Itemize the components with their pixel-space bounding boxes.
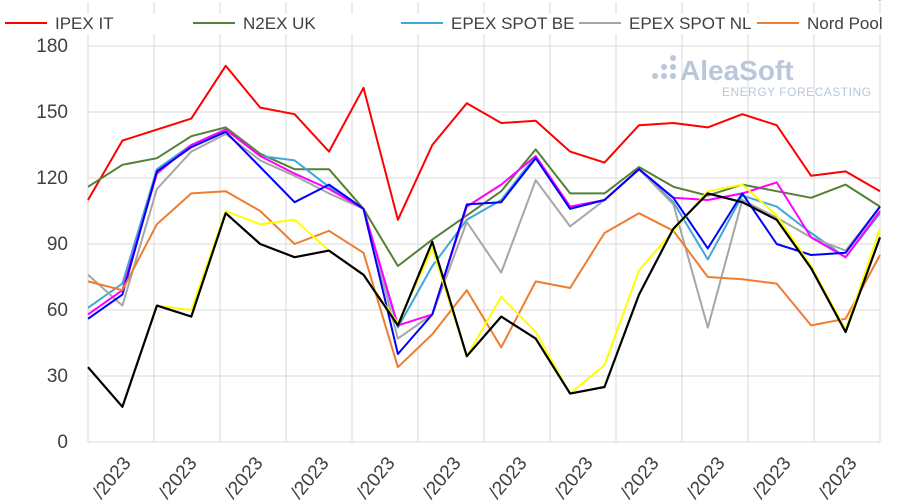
legend-label: Nord Pool (807, 14, 883, 33)
y-axis-ticks: 0 30 60 90 120 150 180 (36, 36, 68, 453)
series-line (87, 64, 881, 221)
x-tick-label: /2023 (221, 453, 268, 500)
legend-backdrop (3, 14, 181, 34)
legend-backdrop (191, 14, 369, 34)
x-tick-label: /2023 (353, 453, 400, 500)
legend-backdrop (755, 0, 900, 2)
x-tick-label: /2023 (551, 453, 598, 500)
series-line (87, 190, 881, 369)
legend: EPEX SPOT DE EPEX SPOT FR MIBEL PT MIBEL ES… (3, 0, 900, 34)
logo-tagline: ENERGY FORECASTING (722, 85, 871, 99)
x-tick-label: /2023 (155, 453, 202, 500)
legend-label: EPEX SPOT FR (243, 0, 366, 1)
legend-label: MIBEL ES (629, 0, 707, 1)
legend-label: MIBEL PT (451, 0, 528, 1)
legend-backdrop (399, 14, 577, 34)
series-lines (87, 64, 882, 408)
legend-backdrop (577, 14, 755, 34)
y-tick-label: 30 (47, 366, 68, 387)
y-tick-label: 180 (36, 36, 68, 57)
logo-wordmark: AleaSoft (680, 55, 794, 86)
y-tick-label: 60 (47, 300, 68, 321)
legend-backdrop (577, 0, 755, 2)
legend-backdrop (191, 0, 369, 2)
legend-label: IPEX IT (55, 14, 114, 33)
legend-label: EPEX SPOT NL (629, 14, 752, 33)
series-line (87, 128, 881, 327)
x-axis-ticks: /2023/2023/2023/2023/2023/2023/2023/2023… (89, 453, 862, 500)
x-tick-label: /2023 (749, 453, 796, 500)
legend-label: EPEX SPOT DE (55, 0, 179, 1)
x-tick-label: /2023 (287, 453, 334, 500)
x-tick-label: /2023 (89, 453, 136, 500)
series-line (87, 192, 882, 408)
x-tick-label: /2023 (815, 453, 862, 500)
series-line (87, 130, 881, 355)
legend-backdrop (755, 14, 900, 34)
legend-backdrop (3, 0, 181, 2)
x-tick-label: /2023 (617, 453, 664, 500)
y-tick-label: 90 (47, 234, 68, 255)
x-tick-label: /2023 (485, 453, 532, 500)
x-tick-label: /2023 (683, 453, 730, 500)
legend-backdrop (399, 0, 577, 2)
logo-dots-icon (652, 55, 676, 79)
y-tick-label: 0 (57, 432, 68, 453)
legend-label: N2EX UK (243, 14, 316, 33)
legend-label: EPEX SPOT BE (451, 14, 574, 33)
legend-label: MIBEL+Ajuste (807, 0, 900, 1)
y-tick-label: 150 (36, 102, 68, 123)
y-tick-label: 120 (36, 168, 68, 189)
aleasoft-logo: AleaSoft ENERGY FORECASTING (652, 55, 871, 99)
x-tick-label: /2023 (419, 453, 466, 500)
